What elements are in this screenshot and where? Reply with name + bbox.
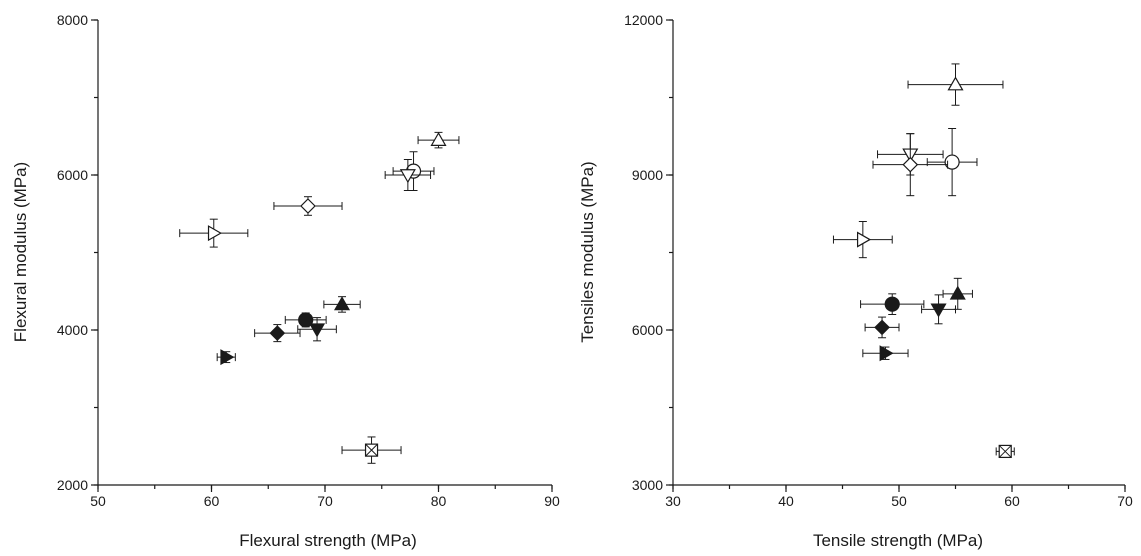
- data-point-triangle-down-filled: [921, 294, 956, 325]
- circle-open-marker: [944, 154, 960, 170]
- triangle-down-open-marker: [399, 169, 416, 184]
- y-tick-label: 6000: [632, 322, 663, 338]
- diamond-open-marker: [902, 156, 919, 173]
- data-point-triangle-down-open: [384, 159, 432, 191]
- marker-cross-line: [998, 445, 1012, 458]
- y-axis-label: Flexural modulus (MPa): [11, 162, 30, 342]
- x-tick-label: 90: [544, 493, 560, 509]
- x-tick-label: 30: [665, 493, 681, 509]
- triangle-up-filled-marker: [333, 296, 351, 311]
- triangle-up-filled-marker: [949, 285, 966, 300]
- x-tick-label: 70: [317, 493, 333, 509]
- data-point-triangle-up-filled: [942, 277, 973, 310]
- y-tick-label: 9000: [632, 167, 663, 183]
- y-axis-label: Tensiles modulus (MPa): [578, 161, 597, 342]
- data-point-diamond-filled: [864, 316, 900, 339]
- data-point-triangle-right-open: [179, 218, 249, 248]
- x-axis-label: Flexural strength (MPa): [239, 531, 417, 550]
- triangle-right-filled-marker: [879, 345, 894, 362]
- diamond-filled-marker: [874, 319, 890, 336]
- x-tick-label: 60: [204, 493, 220, 509]
- y-tick-label: 6000: [57, 167, 88, 183]
- tensile-scatter-panel: Tensile strength (MPa) Tensiles modulus …: [578, 12, 1133, 550]
- data-point-triangle-right-filled: [862, 345, 909, 362]
- diamond-filled-marker: [269, 325, 286, 341]
- triangle-down-filled-marker: [930, 303, 947, 318]
- x-tick-label: 40: [778, 493, 794, 509]
- data-point-triangle-up-filled: [323, 296, 361, 313]
- data-point-square-x-open: [995, 444, 1015, 459]
- y-tick-label: 12000: [624, 12, 663, 28]
- marker-cross-line: [365, 443, 378, 457]
- data-point-triangle-right-filled: [216, 349, 236, 366]
- data-point-triangle-right-open: [832, 221, 893, 259]
- triangle-up-open-marker: [430, 131, 447, 146]
- triangle-up-open-marker: [947, 76, 964, 91]
- y-tick-label: 3000: [632, 477, 663, 493]
- x-tick-label: 50: [891, 493, 907, 509]
- square-x-open-marker: [998, 444, 1012, 459]
- triangle-right-open-marker: [856, 231, 872, 248]
- data-point-circle-open: [926, 128, 978, 197]
- data-point-diamond-open: [872, 133, 949, 197]
- y-tick-label: 2000: [57, 477, 88, 493]
- x-axis-label: Tensile strength (MPa): [813, 531, 983, 550]
- data-point-triangle-up-open: [907, 63, 1004, 106]
- diamond-open-marker: [300, 198, 316, 214]
- circle-filled-marker: [884, 296, 900, 312]
- triangle-right-filled-marker: [220, 349, 235, 366]
- square-x-open-marker: [364, 443, 379, 457]
- triangle-down-filled-marker: [309, 323, 326, 338]
- data-point-diamond-filled: [254, 324, 301, 343]
- flexural-scatter-panel: Flexural strength (MPa) Flexural modulus…: [11, 12, 560, 550]
- x-tick-label: 60: [1004, 493, 1020, 509]
- x-tick-label: 80: [431, 493, 447, 509]
- x-tick-label: 70: [1117, 493, 1133, 509]
- data-point-triangle-up-open: [417, 131, 460, 149]
- data-point-circle-filled: [860, 293, 925, 315]
- y-tick-label: 8000: [57, 12, 88, 28]
- y-tick-label: 4000: [57, 322, 88, 338]
- data-point-triangle-down-filled: [297, 317, 337, 342]
- data-point-diamond-open: [273, 196, 343, 216]
- x-tick-label: 50: [90, 493, 106, 509]
- data-point-square-x-open: [341, 436, 402, 464]
- triangle-right-open-marker: [207, 225, 222, 242]
